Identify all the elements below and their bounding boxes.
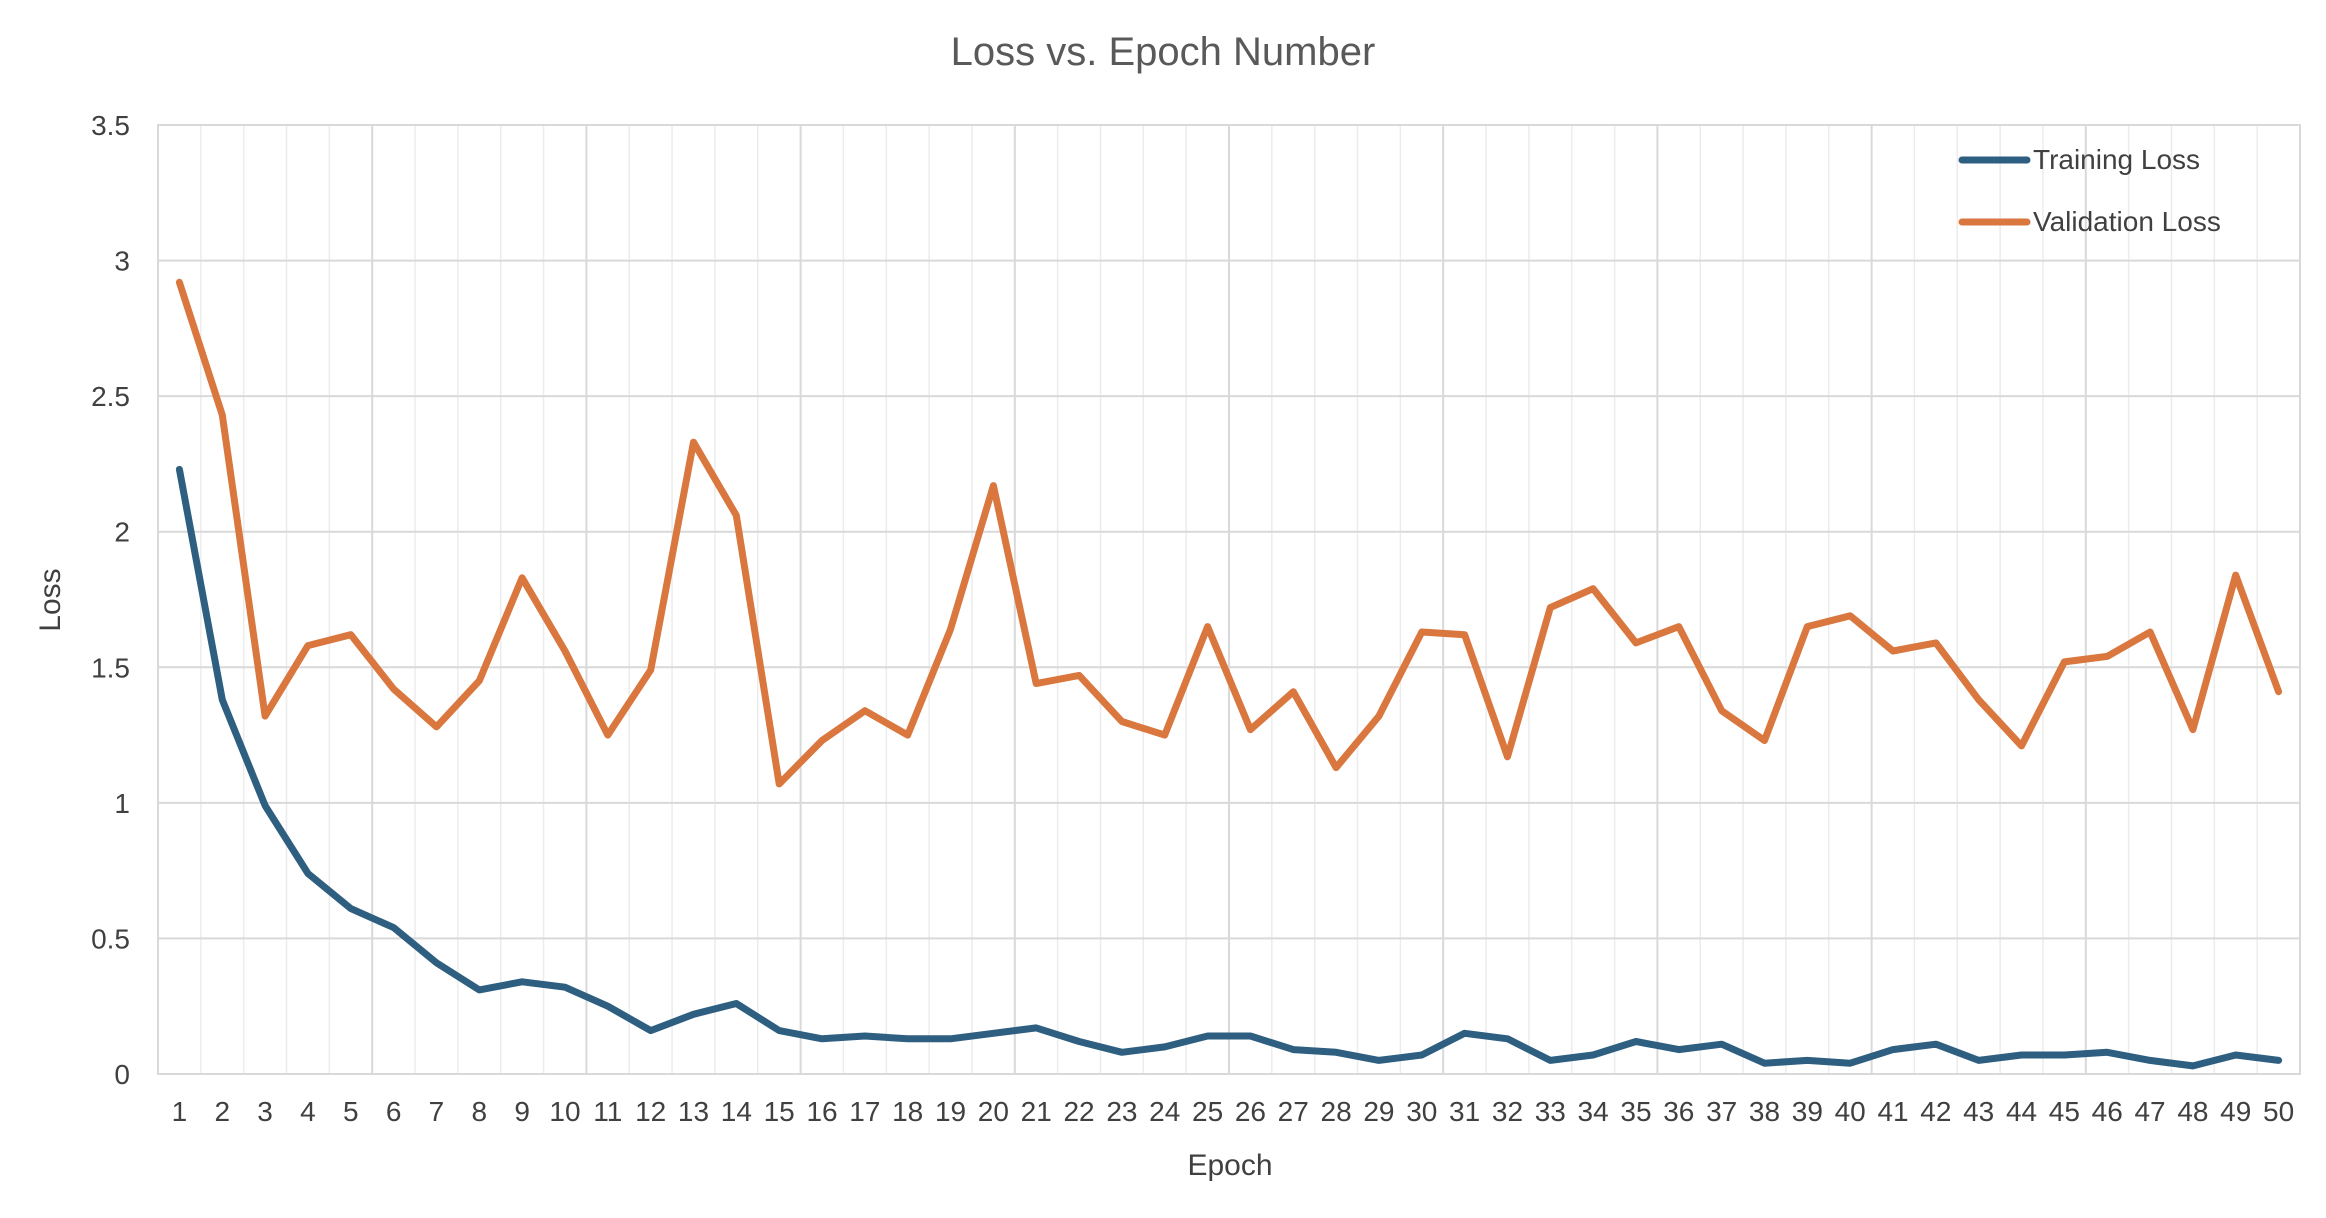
- chart-title: Loss vs. Epoch Number: [951, 30, 1376, 74]
- x-tick-label: 8: [472, 1096, 488, 1127]
- x-tick-label: 9: [514, 1096, 530, 1127]
- x-tick-label: 12: [635, 1096, 666, 1127]
- x-tick-label: 49: [2220, 1096, 2251, 1127]
- x-tick-label: 48: [2177, 1096, 2208, 1127]
- legend-label-training-loss: Training Loss: [2033, 144, 2200, 175]
- y-axis-label: Loss: [34, 568, 67, 631]
- x-tick-label: 23: [1106, 1096, 1137, 1127]
- x-axis-label: Epoch: [1187, 1149, 1272, 1182]
- y-axis-ticks: 0 0.5 1 1.5 2 2.5 3 3.5: [91, 110, 130, 1090]
- x-tick-label: 21: [1021, 1096, 1052, 1127]
- x-tick-label: 28: [1321, 1096, 1352, 1127]
- x-tick-label: 4: [300, 1096, 316, 1127]
- x-tick-label: 14: [721, 1096, 752, 1127]
- series-line-validation-loss: [175, 278, 2283, 788]
- x-tick-label: 15: [764, 1096, 795, 1127]
- x-tick-label: 36: [1663, 1096, 1694, 1127]
- x-tick-label: 27: [1278, 1096, 1309, 1127]
- x-tick-label: 39: [1792, 1096, 1823, 1127]
- series-lines: [175, 278, 2283, 1070]
- x-tick-label: 11: [593, 1096, 622, 1127]
- x-tick-label: 1: [172, 1096, 188, 1127]
- x-tick-label: 24: [1149, 1096, 1180, 1127]
- x-tick-label: 46: [2092, 1096, 2123, 1127]
- x-tick-label: 34: [1578, 1096, 1609, 1127]
- x-tick-label: 6: [386, 1096, 402, 1127]
- x-tick-label: 20: [978, 1096, 1009, 1127]
- x-tick-label: 47: [2134, 1096, 2165, 1127]
- x-tick-label: 42: [1920, 1096, 1951, 1127]
- x-tick-label: 44: [2006, 1096, 2037, 1127]
- x-tick-label: 35: [1620, 1096, 1651, 1127]
- y-tick-label: 3: [114, 246, 130, 277]
- x-tick-label: 25: [1192, 1096, 1223, 1127]
- x-tick-label: 38: [1749, 1096, 1780, 1127]
- x-tick-label: 7: [429, 1096, 445, 1127]
- x-tick-label: 16: [806, 1096, 837, 1127]
- x-tick-label: 29: [1363, 1096, 1394, 1127]
- y-tick-label: 3.5: [91, 110, 130, 141]
- x-tick-label: 26: [1235, 1096, 1266, 1127]
- x-axis-ticks: 1 2 3 4 5 6 7 8 9 10 11 12 13 14 15 16 17 18 19 20 21 22 23 24 2…: [172, 1096, 2295, 1127]
- x-tick-label: 19: [935, 1096, 966, 1127]
- x-tick-label: 50: [2263, 1096, 2294, 1127]
- x-tick-label: 41: [1877, 1096, 1908, 1127]
- y-tick-label: 2.5: [91, 381, 130, 412]
- x-tick-label: 30: [1406, 1096, 1437, 1127]
- x-tick-label: 17: [849, 1096, 880, 1127]
- x-tick-label: 22: [1063, 1096, 1094, 1127]
- legend: Training Loss Validation Loss: [1958, 144, 2221, 237]
- x-tick-label: 5: [343, 1096, 359, 1127]
- y-tick-label: 1.5: [91, 652, 130, 683]
- grid: [158, 124, 2300, 1075]
- x-tick-label: 32: [1492, 1096, 1523, 1127]
- x-tick-label: 31: [1449, 1096, 1480, 1127]
- y-tick-label: 0: [114, 1059, 130, 1090]
- series-line-training-loss: [175, 465, 2283, 1070]
- x-tick-label: 43: [1963, 1096, 1994, 1127]
- plot-area: [157, 124, 2301, 1075]
- y-tick-label: 1: [114, 788, 130, 819]
- x-tick-label: 3: [257, 1096, 273, 1127]
- x-tick-label: 40: [1835, 1096, 1866, 1127]
- y-tick-label: 2: [114, 517, 130, 548]
- x-tick-label: 2: [214, 1096, 230, 1127]
- x-tick-label: 37: [1706, 1096, 1737, 1127]
- y-tick-label: 0.5: [91, 923, 130, 954]
- x-tick-label: 13: [678, 1096, 709, 1127]
- legend-label-validation-loss: Validation Loss: [2033, 206, 2221, 237]
- x-tick-label: 33: [1535, 1096, 1566, 1127]
- x-tick-label: 45: [2049, 1096, 2080, 1127]
- x-tick-label: 10: [549, 1096, 580, 1127]
- x-tick-label: 18: [892, 1096, 923, 1127]
